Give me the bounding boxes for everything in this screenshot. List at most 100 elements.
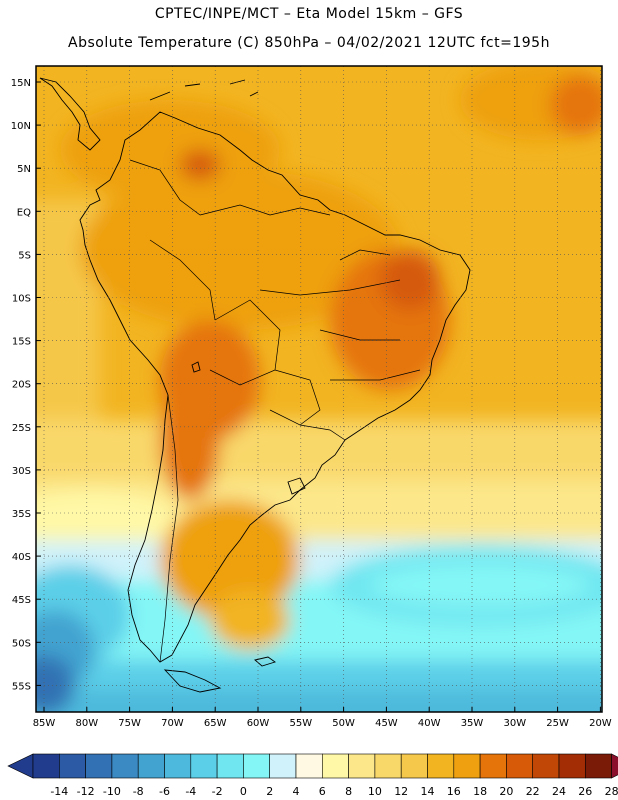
- legend-swatch: [58, 753, 86, 779]
- lon-label: 35W: [461, 718, 484, 729]
- legend-swatch: [374, 753, 402, 779]
- lat-label: 20S: [12, 380, 31, 391]
- legend-swatch: [137, 753, 165, 779]
- legend-tick-label: -4: [185, 785, 196, 798]
- lat-label: 25S: [12, 423, 31, 434]
- lon-label: 75W: [118, 718, 141, 729]
- legend-tick-label: -12: [77, 785, 95, 798]
- legend-swatch: [321, 753, 349, 779]
- legend-tick-label: -14: [50, 785, 68, 798]
- lon-label: 60W: [247, 718, 270, 729]
- country-borders: [129, 159, 421, 663]
- legend-tick-label: 12: [394, 785, 408, 798]
- legend-over-arrow: [611, 753, 618, 779]
- border-paraguay: [269, 369, 321, 426]
- lat-label: EQ: [17, 207, 31, 218]
- legend-tick-label: 22: [526, 785, 540, 798]
- lon-label: 30W: [503, 718, 526, 729]
- tierra-del-fuego: [163, 669, 222, 693]
- legend-swatch: [506, 753, 533, 779]
- legend-swatch: [532, 753, 560, 779]
- legend-swatch: [453, 753, 481, 779]
- lon-label: 50W: [332, 718, 355, 729]
- border-bolivia: [209, 299, 281, 386]
- lon-label: 65W: [204, 718, 227, 729]
- legend-tick-labels: -14 -12 -10 -8 -6 -4 -2 0 2 4 6 8 10 12 14 16 18 20 22 24 26…: [50, 785, 618, 798]
- legend-tick-label: 26: [578, 785, 592, 798]
- legend-tick-label: 8: [345, 785, 352, 798]
- latitude-labels: 15N 10N 5N EQ 5S 10S 15S 20S 25S 30S 35S 40S 45S 50S 5…: [11, 78, 41, 692]
- lon-label: 55W: [289, 718, 312, 729]
- legend-tick-label: -2: [212, 785, 223, 798]
- legend-tick-label: 0: [240, 785, 247, 798]
- legend-swatch: [479, 753, 507, 779]
- title-line-1: CPTEC/INPE/MCT – Eta Model 15km – GFS: [154, 6, 464, 22]
- legend-tick-label: -10: [103, 785, 121, 798]
- legend-swatch: [243, 753, 270, 779]
- lat-label: 50S: [12, 638, 31, 649]
- legend-tick-label: 28: [605, 785, 618, 798]
- lon-label: 80W: [75, 718, 98, 729]
- legend-swatch: [558, 753, 586, 779]
- legend-under-arrow: [7, 753, 34, 779]
- lon-label: 40W: [418, 718, 441, 729]
- legend-swatch: [584, 753, 612, 779]
- lat-label: 10N: [11, 121, 31, 132]
- lon-label: 85W: [33, 718, 56, 729]
- border-brazil-states: [259, 249, 421, 381]
- lat-label: 30S: [12, 466, 31, 477]
- legend-tick-label: 10: [368, 785, 382, 798]
- lat-label: 15S: [12, 337, 31, 348]
- lat-label: 55S: [12, 681, 31, 692]
- caribbean-islands: [149, 79, 259, 101]
- legend-tick-label: -8: [133, 785, 144, 798]
- legend-tick-label: 16: [447, 785, 461, 798]
- lon-label: 70W: [161, 718, 184, 729]
- legend-tick-label: 24: [552, 785, 566, 798]
- title-line-2: Absolute Temperature (C) 850hPa – 04/02/…: [68, 35, 550, 51]
- legend-swatch: [164, 753, 192, 779]
- legend-tick-label: 18: [473, 785, 487, 798]
- legend-tick-label: 14: [421, 785, 435, 798]
- lake-titicaca: [191, 361, 201, 373]
- lat-label: 40S: [12, 552, 31, 563]
- legend-swatch: [269, 753, 297, 779]
- legend-swatch: [427, 753, 455, 779]
- legend-swatch: [85, 753, 113, 779]
- lon-label: 25W: [546, 718, 569, 729]
- legend-tick-label: 2: [266, 785, 273, 798]
- legend-tick-label: 6: [319, 785, 326, 798]
- legend-swatch: [32, 753, 60, 779]
- lat-label: 15N: [11, 78, 31, 89]
- lon-label: 45W: [375, 718, 398, 729]
- south-america-coastline: [79, 111, 471, 663]
- lat-label: 5S: [18, 250, 31, 261]
- legend-swatch: [216, 753, 244, 779]
- falklands: [254, 656, 277, 667]
- border-colombia-venezuela: [129, 159, 201, 216]
- map-frame: [35, 65, 603, 713]
- border-peru-brazil: [149, 239, 216, 321]
- coastlines: [39, 77, 471, 693]
- legend-swatch: [348, 753, 376, 779]
- legend-swatch: [190, 753, 218, 779]
- longitude-labels: 85W 80W 75W 70W 65W 60W 55W 50W 45W 40W 35W 30W 25W 2…: [33, 707, 612, 729]
- lat-label: 35S: [12, 509, 31, 520]
- legend-tick-label: 20: [499, 785, 513, 798]
- border-argentina-brazil: [299, 424, 346, 441]
- legend-swatch: [295, 753, 323, 779]
- legend-tick-label: -6: [159, 785, 170, 798]
- legend-swatch: [111, 753, 139, 779]
- legend-tick-label: 4: [293, 785, 300, 798]
- temperature-field: [36, 66, 602, 712]
- lat-label: 45S: [12, 595, 31, 606]
- lat-label: 5N: [17, 164, 31, 175]
- lat-label: 10S: [12, 294, 31, 305]
- border-amazon-north: [199, 204, 331, 216]
- central-america: [39, 77, 101, 151]
- border-chile-argentina: [159, 394, 179, 663]
- color-legend: [7, 753, 618, 779]
- legend-swatch: [400, 753, 428, 779]
- lon-label: 20W: [589, 718, 612, 729]
